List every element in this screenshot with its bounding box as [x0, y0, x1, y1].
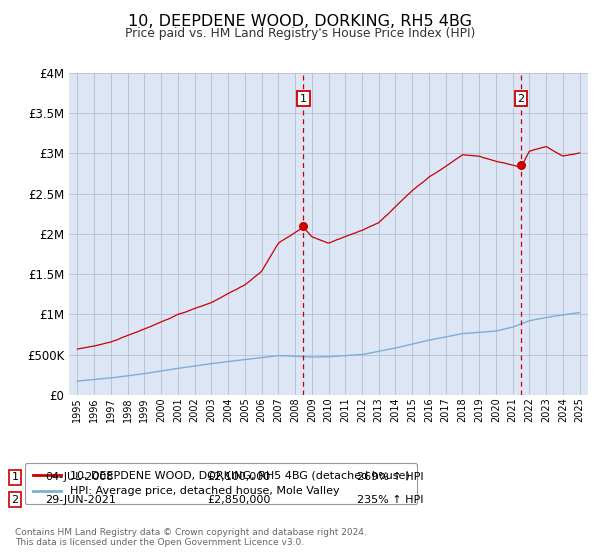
Text: 2: 2 — [517, 94, 524, 104]
Text: 10, DEEPDENE WOOD, DORKING, RH5 4BG: 10, DEEPDENE WOOD, DORKING, RH5 4BG — [128, 14, 472, 29]
Text: Price paid vs. HM Land Registry's House Price Index (HPI): Price paid vs. HM Land Registry's House … — [125, 27, 475, 40]
Text: 2: 2 — [11, 494, 19, 505]
Text: Contains HM Land Registry data © Crown copyright and database right 2024.
This d: Contains HM Land Registry data © Crown c… — [15, 528, 367, 547]
Text: £2,850,000: £2,850,000 — [207, 494, 271, 505]
Text: £2,100,000: £2,100,000 — [207, 472, 270, 482]
Text: 235% ↑ HPI: 235% ↑ HPI — [357, 494, 424, 505]
Text: 1: 1 — [11, 472, 19, 482]
Text: 269% ↑ HPI: 269% ↑ HPI — [357, 472, 424, 482]
Text: 04-JUL-2008: 04-JUL-2008 — [45, 472, 113, 482]
Text: 1: 1 — [300, 94, 307, 104]
Legend: 10, DEEPDENE WOOD, DORKING, RH5 4BG (detached house), HPI: Average price, detach: 10, DEEPDENE WOOD, DORKING, RH5 4BG (det… — [25, 463, 417, 504]
Text: 29-JUN-2021: 29-JUN-2021 — [45, 494, 116, 505]
